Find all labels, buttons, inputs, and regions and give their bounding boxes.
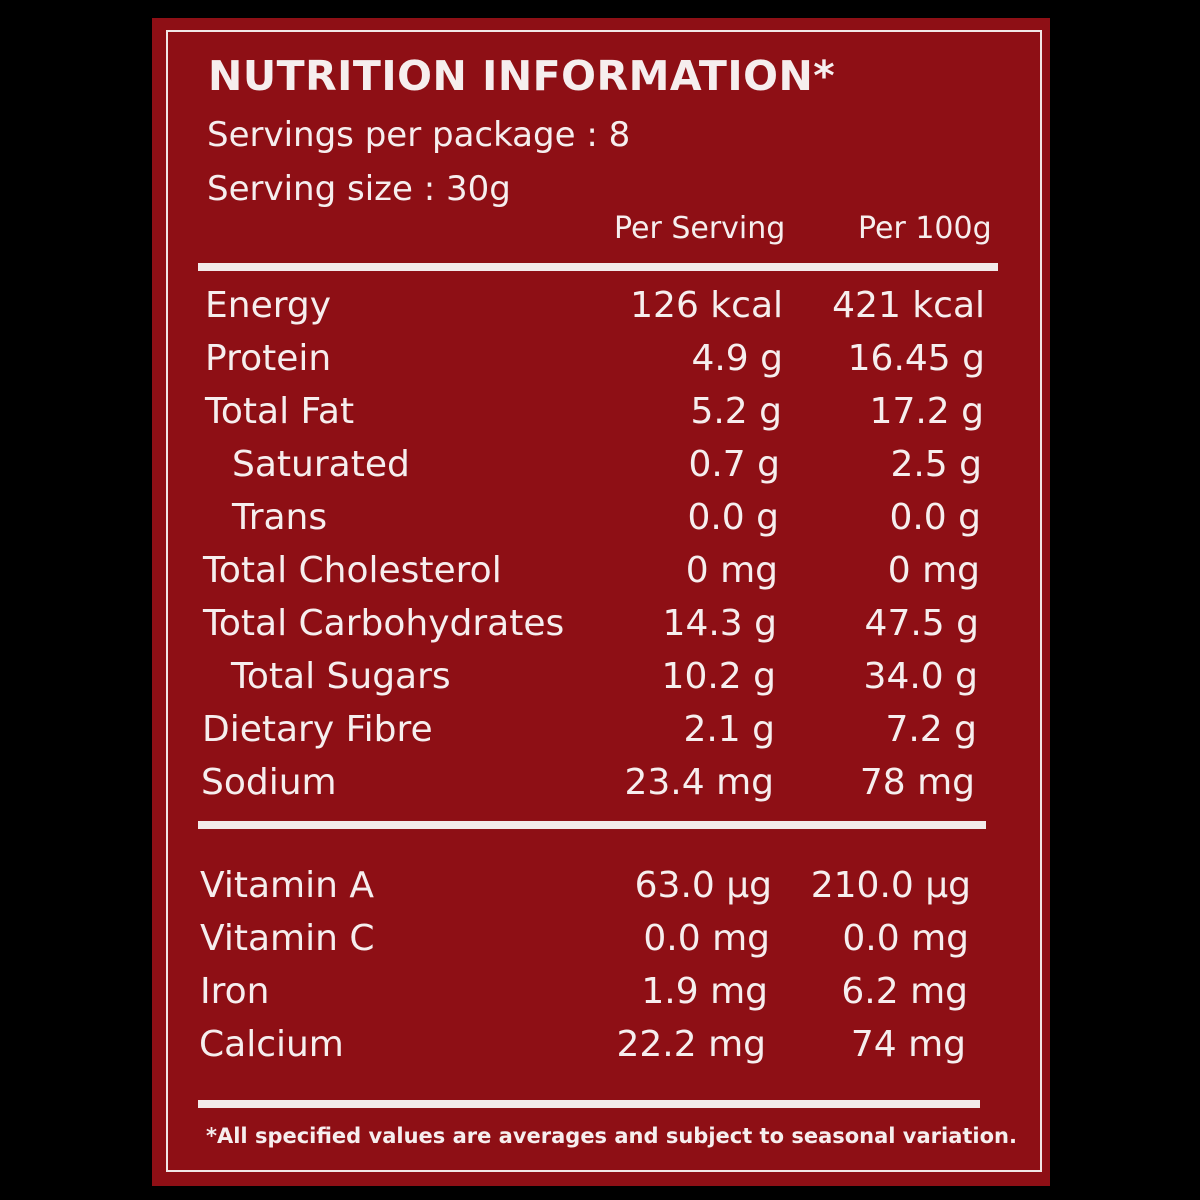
serving-size: Serving size : 30g <box>207 169 511 209</box>
nutrient-label: Saturated <box>232 444 410 485</box>
nutrient-per-serving: 10.2 g <box>661 656 776 697</box>
nutrient-per-100g: 47.5 g <box>864 603 979 644</box>
nutrient-label: Total Cholesterol <box>203 550 502 591</box>
nutrient-per-100g: 7.2 g <box>885 709 977 750</box>
nutrient-per-serving: 126 kcal <box>630 285 783 326</box>
nutrient-label: Dietary Fibre <box>202 709 433 750</box>
vitamin-per-100g: 6.2 mg <box>841 971 968 1012</box>
vitamin-per-serving: 63.0 µg <box>634 865 772 906</box>
nutrient-per-serving: 4.9 g <box>691 338 783 379</box>
footer-divider <box>198 1100 980 1108</box>
servings-per-package: Servings per package : 8 <box>207 115 631 155</box>
nutrient-label: Total Sugars <box>231 656 451 697</box>
nutrient-per-serving: 0.0 g <box>687 497 779 538</box>
nutrient-label: Trans <box>232 497 328 538</box>
vitamin-per-100g: 74 mg <box>850 1024 966 1065</box>
nutrient-per-100g: 0.0 g <box>889 497 981 538</box>
vitamin-per-serving: 1.9 mg <box>641 971 768 1012</box>
vitamin-label: Calcium <box>199 1024 344 1065</box>
nutrient-per-serving: 5.2 g <box>690 391 782 432</box>
vitamin-label: Iron <box>200 971 270 1012</box>
nutrient-per-100g: 78 mg <box>859 762 975 803</box>
nutrient-per-serving: 0.7 g <box>688 444 780 485</box>
nutrient-label: Sodium <box>201 762 337 803</box>
nutrient-per-100g: 16.45 g <box>847 338 985 379</box>
nutrient-label: Protein <box>205 338 332 379</box>
vitamin-per-100g: 0.0 mg <box>842 918 969 959</box>
nutrient-per-100g: 34.0 g <box>863 656 978 697</box>
header-divider <box>198 263 998 271</box>
vitamin-label: Vitamin C <box>200 918 375 959</box>
nutrient-per-serving: 14.3 g <box>662 603 777 644</box>
column-header-per-100g: Per 100g <box>858 211 992 246</box>
nutrient-divider <box>198 821 986 829</box>
nutrient-per-100g: 421 kcal <box>832 285 985 326</box>
vitamin-per-serving: 0.0 mg <box>643 918 770 959</box>
nutrient-per-100g: 17.2 g <box>869 391 984 432</box>
footnote: *All specified values are averages and s… <box>206 1124 1017 1148</box>
nutrient-label: Total Fat <box>205 391 355 432</box>
panel-title: NUTRITION INFORMATION* <box>208 52 836 100</box>
nutrient-per-100g: 0 mg <box>887 550 980 591</box>
nutrient-per-serving: 0 mg <box>685 550 778 591</box>
column-header-per-serving: Per Serving <box>614 211 786 246</box>
nutrient-per-serving: 2.1 g <box>683 709 775 750</box>
nutrient-label: Energy <box>205 285 332 326</box>
nutrient-per-100g: 2.5 g <box>890 444 982 485</box>
nutrient-label: Total Carbohydrates <box>203 603 565 644</box>
vitamin-per-100g: 210.0 µg <box>810 865 971 906</box>
panel-border <box>166 30 1042 1172</box>
vitamin-per-serving: 22.2 mg <box>616 1024 766 1065</box>
vitamin-label: Vitamin A <box>200 865 374 906</box>
nutrient-per-serving: 23.4 mg <box>624 762 774 803</box>
nutrition-panel <box>152 18 1050 1186</box>
